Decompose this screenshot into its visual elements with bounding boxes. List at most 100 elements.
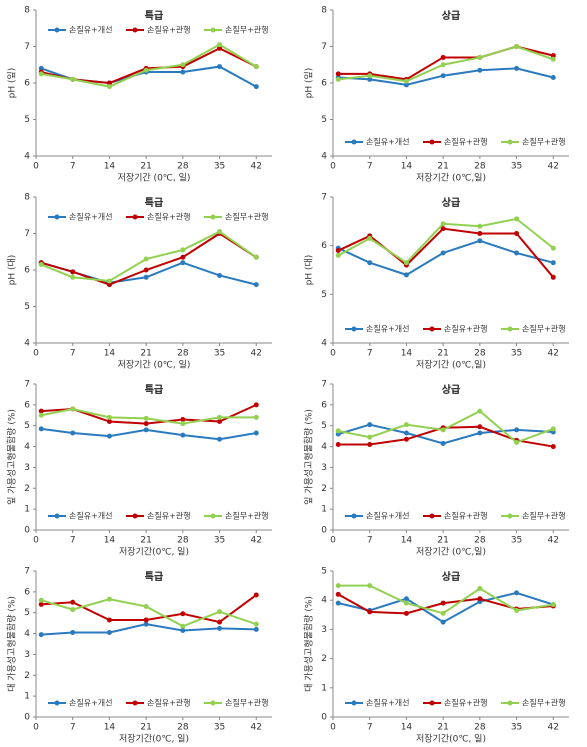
data-point [335, 600, 341, 606]
y-tick-label: 0 [321, 713, 327, 723]
data-point [106, 630, 112, 636]
data-point [143, 415, 149, 421]
data-point [180, 623, 186, 629]
data-point [440, 221, 446, 227]
x-tick-label: 42 [548, 349, 559, 359]
x-tick-label: 35 [214, 349, 225, 359]
data-point [403, 610, 409, 616]
legend-label: 손질무+관행 [225, 511, 269, 521]
data-point [217, 436, 223, 442]
data-point [477, 238, 483, 244]
x-tick-label: 42 [548, 162, 559, 172]
x-tick-label: 28 [474, 349, 486, 359]
y-tick-label: 1 [24, 692, 30, 702]
y-tick-label: 7 [24, 567, 30, 577]
y-tick-label: 4 [321, 339, 327, 349]
y-tick-label: 4 [24, 339, 30, 349]
data-point [403, 430, 409, 436]
data-point [440, 62, 446, 68]
legend-label: 손질무+관행 [522, 324, 566, 334]
data-point [217, 414, 223, 420]
data-point [106, 80, 112, 86]
legend-label: 손질유+개선 [366, 511, 410, 521]
data-point [180, 69, 186, 75]
data-point [335, 583, 341, 589]
y-tick-label: 6 [24, 79, 30, 89]
x-axis-title: 저장기간 (0℃,일) [416, 547, 486, 558]
legend-marker [351, 326, 357, 332]
y-tick-label: 3 [321, 463, 327, 473]
data-point [367, 260, 373, 266]
data-point [514, 590, 520, 596]
x-tick-label: 14 [401, 349, 413, 359]
data-point [550, 426, 556, 432]
x-tick-label: 35 [511, 162, 522, 172]
y-tick-label: 1 [24, 505, 30, 515]
x-tick-label: 28 [177, 536, 189, 546]
data-point [38, 71, 44, 77]
y-tick-label: 5 [321, 567, 327, 577]
data-point [477, 596, 483, 602]
legend-marker [351, 700, 357, 706]
y-tick-label: 4 [321, 596, 327, 606]
x-tick-label: 0 [330, 723, 336, 733]
y-tick-label: 1 [321, 505, 327, 515]
data-point [106, 433, 112, 439]
data-point [106, 617, 112, 623]
x-tick-label: 0 [33, 723, 39, 733]
x-tick-label: 42 [251, 349, 262, 359]
data-point [217, 272, 223, 278]
x-tick-label: 35 [214, 723, 225, 733]
x-axis-title: 저장기간 (0℃, 일) [118, 173, 191, 184]
data-point [367, 583, 373, 589]
legend-label: 손질유+관행 [147, 511, 191, 521]
data-point [367, 422, 373, 428]
x-tick-label: 14 [104, 349, 116, 359]
legend-label: 손질유+관행 [444, 698, 488, 708]
data-point [106, 278, 112, 284]
y-tick-label: 2 [24, 671, 30, 681]
x-tick-label: 42 [548, 536, 559, 546]
y-tick-label: 0 [24, 713, 30, 723]
legend-marker [210, 513, 216, 519]
legend-marker [54, 214, 60, 220]
x-tick-label: 35 [214, 536, 225, 546]
y-tick-label: 2 [321, 484, 327, 494]
legend-label: 손질유+개선 [366, 324, 410, 334]
chart-title: 특급 [145, 384, 163, 396]
x-axis-title: 저장기간(0℃, 일) [416, 734, 486, 745]
x-tick-label: 0 [33, 349, 39, 359]
data-point [514, 65, 520, 71]
y-tick-label: 0 [24, 526, 30, 536]
data-point [440, 54, 446, 60]
x-axis-title: 저장기간 (0℃,일) [416, 173, 486, 184]
data-point [550, 53, 556, 59]
y-axis-title: 잎 가용성고형물함량 (%) [6, 409, 18, 505]
data-point [217, 64, 223, 70]
y-tick-label: 3 [24, 463, 30, 473]
data-point [440, 440, 446, 446]
data-point [367, 76, 373, 82]
x-tick-label: 7 [70, 536, 76, 546]
data-point [477, 586, 483, 592]
data-point [180, 260, 186, 266]
data-point [253, 414, 259, 420]
x-tick-label: 35 [511, 349, 522, 359]
data-point [367, 73, 373, 79]
data-point [514, 231, 520, 236]
x-tick-label: 21 [437, 536, 448, 546]
x-tick-label: 21 [140, 723, 151, 733]
x-tick-label: 7 [70, 162, 76, 172]
data-point [367, 235, 373, 241]
legend-label: 손질무+관행 [522, 698, 566, 708]
data-point [180, 627, 186, 633]
chart-title: 상급 [442, 9, 460, 22]
x-tick-label: 14 [104, 723, 116, 733]
legend-label: 손질유+개선 [69, 25, 113, 35]
data-point [367, 609, 373, 615]
legend-marker [54, 27, 60, 33]
data-point [477, 231, 483, 236]
data-point [335, 252, 341, 258]
y-tick-label: 8 [24, 6, 30, 16]
legend-marker [132, 700, 138, 706]
